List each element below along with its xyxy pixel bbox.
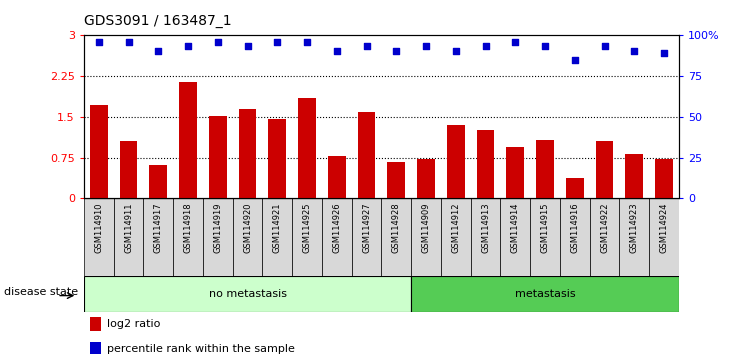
Point [361, 44, 372, 49]
Bar [114, 198, 143, 276]
Bar [417, 159, 435, 198]
Text: GSM114920: GSM114920 [243, 202, 252, 253]
Point [658, 51, 670, 56]
Bar [411, 198, 441, 276]
Bar [173, 198, 203, 276]
Bar [536, 140, 554, 198]
Bar [90, 318, 101, 331]
Bar [84, 198, 114, 276]
Text: metastasis: metastasis [515, 289, 575, 299]
Bar [90, 342, 101, 354]
Point [153, 48, 164, 53]
Point [510, 39, 521, 45]
Point [93, 39, 104, 45]
Text: GSM114923: GSM114923 [630, 202, 639, 253]
Point [272, 39, 283, 45]
Bar [84, 276, 411, 312]
Text: GSM114922: GSM114922 [600, 202, 609, 253]
Text: GSM114926: GSM114926 [332, 202, 342, 253]
Text: GSM114921: GSM114921 [273, 202, 282, 253]
Text: GSM114910: GSM114910 [94, 202, 104, 253]
Bar [441, 198, 471, 276]
Bar [143, 198, 173, 276]
Text: GSM114925: GSM114925 [302, 202, 312, 253]
Text: percentile rank within the sample: percentile rank within the sample [107, 344, 294, 354]
Bar [203, 198, 233, 276]
Point [539, 44, 551, 49]
Text: GSM114909: GSM114909 [421, 202, 431, 253]
Bar [411, 276, 679, 312]
Bar [179, 81, 197, 198]
Text: log2 ratio: log2 ratio [107, 319, 160, 330]
Point [450, 48, 461, 53]
Point [480, 44, 491, 49]
Point [301, 39, 313, 45]
Bar [471, 198, 501, 276]
Bar [233, 198, 263, 276]
Bar [269, 119, 286, 198]
Bar [358, 113, 375, 198]
Text: GSM114924: GSM114924 [659, 202, 669, 253]
Bar [655, 159, 673, 198]
Point [242, 44, 253, 49]
Point [182, 44, 194, 49]
Bar [649, 198, 679, 276]
Point [569, 57, 580, 63]
Bar [352, 198, 381, 276]
Bar [292, 198, 322, 276]
Bar [596, 141, 613, 198]
Point [599, 44, 610, 49]
Bar [150, 165, 167, 198]
Point [391, 48, 402, 53]
Text: GDS3091 / 163487_1: GDS3091 / 163487_1 [84, 15, 231, 28]
Text: GSM114912: GSM114912 [451, 202, 461, 253]
Bar [477, 130, 494, 198]
Text: GSM114916: GSM114916 [570, 202, 580, 253]
Text: disease state: disease state [4, 287, 78, 297]
Text: GSM114918: GSM114918 [183, 202, 193, 253]
Bar [560, 198, 590, 276]
Bar [501, 198, 530, 276]
Point [420, 44, 432, 49]
Bar [263, 198, 292, 276]
Bar [209, 116, 227, 198]
Point [331, 48, 342, 53]
Text: GSM114927: GSM114927 [362, 202, 371, 253]
Bar [381, 198, 411, 276]
Bar [90, 105, 108, 198]
Bar [626, 154, 643, 198]
Bar [590, 198, 619, 276]
Bar [298, 98, 316, 198]
Point [123, 39, 134, 45]
Text: GSM114917: GSM114917 [154, 202, 163, 253]
Text: GSM114913: GSM114913 [481, 202, 490, 253]
Bar [120, 141, 137, 198]
Text: GSM114919: GSM114919 [213, 202, 223, 253]
Bar [239, 109, 256, 198]
Bar [507, 147, 524, 198]
Text: GSM114914: GSM114914 [511, 202, 520, 253]
Text: no metastasis: no metastasis [209, 289, 287, 299]
Bar [530, 198, 560, 276]
Bar [447, 125, 465, 198]
Point [212, 39, 223, 45]
Bar [322, 198, 352, 276]
Bar [566, 178, 584, 198]
Text: GSM114928: GSM114928 [392, 202, 401, 253]
Bar [388, 162, 405, 198]
Bar [619, 198, 649, 276]
Text: GSM114911: GSM114911 [124, 202, 133, 253]
Point [629, 48, 640, 53]
Bar [328, 156, 346, 198]
Text: GSM114915: GSM114915 [540, 202, 550, 253]
